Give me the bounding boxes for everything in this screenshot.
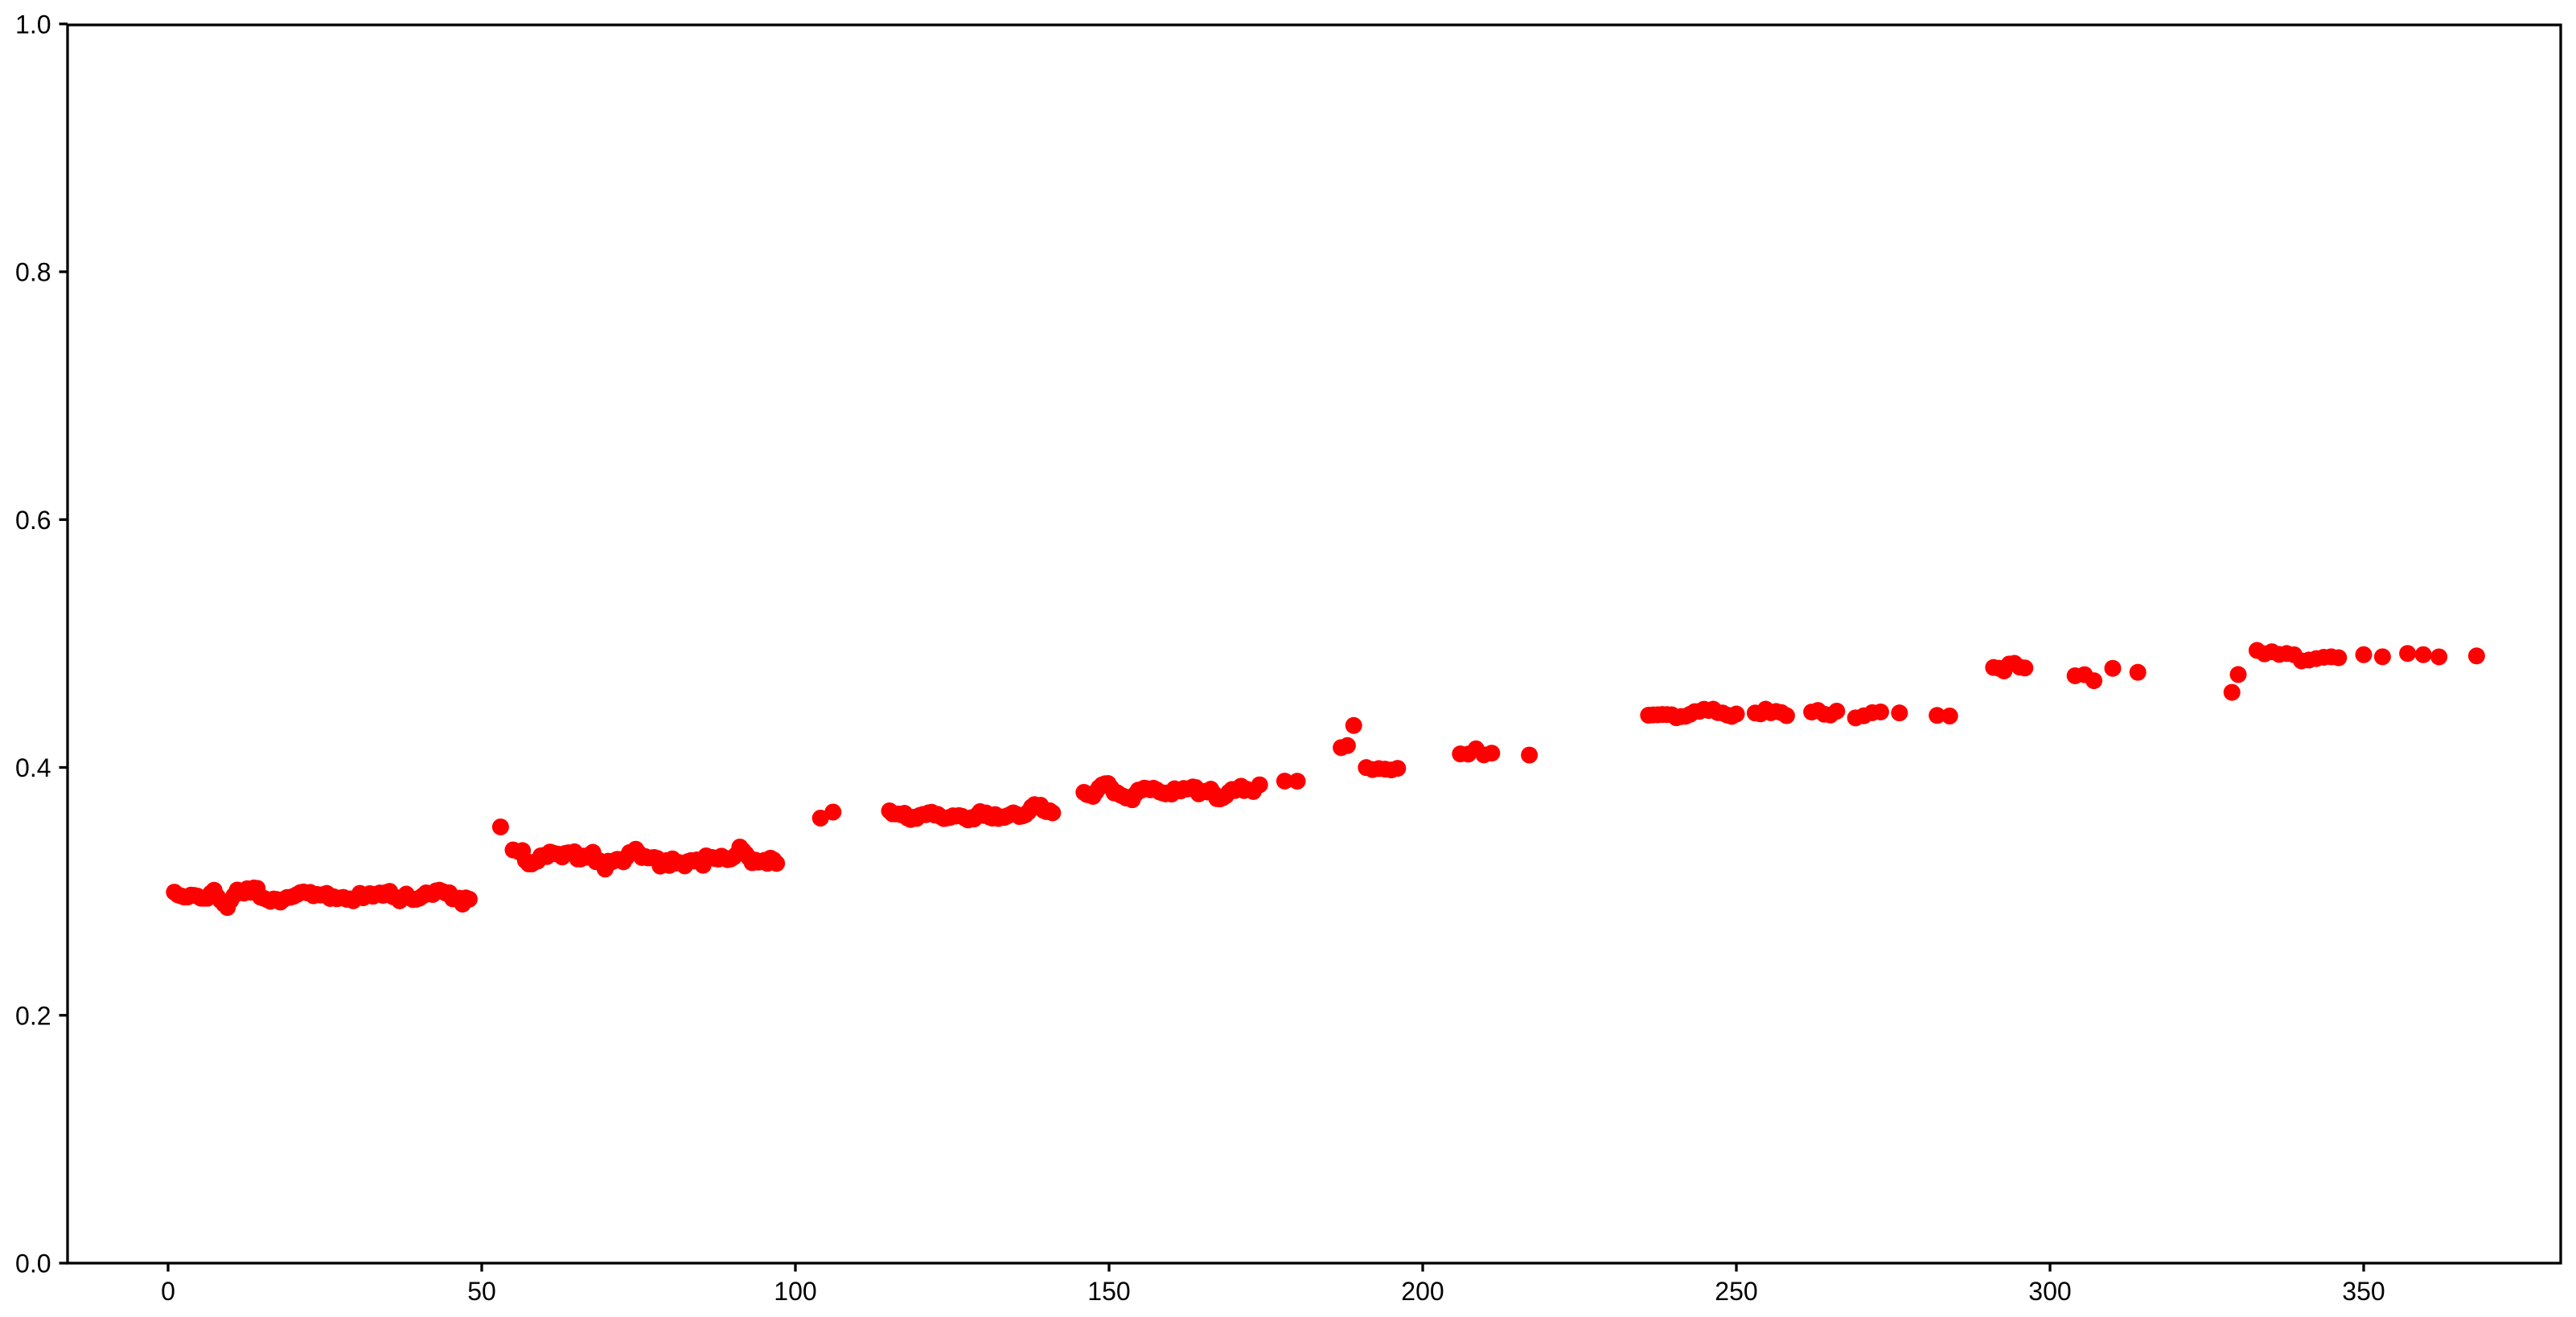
svg-text:250: 250 xyxy=(1715,1277,1757,1306)
svg-text:0.4: 0.4 xyxy=(15,753,51,782)
svg-text:150: 150 xyxy=(1087,1277,1130,1306)
svg-text:200: 200 xyxy=(1401,1277,1444,1306)
svg-text:0.0: 0.0 xyxy=(15,1249,51,1278)
svg-text:0: 0 xyxy=(161,1277,175,1306)
svg-text:50: 50 xyxy=(467,1277,496,1306)
svg-text:300: 300 xyxy=(2028,1277,2071,1306)
svg-text:1.0: 1.0 xyxy=(15,10,51,39)
svg-text:0.2: 0.2 xyxy=(15,1001,51,1030)
svg-text:0.8: 0.8 xyxy=(15,258,51,287)
svg-text:0.6: 0.6 xyxy=(15,506,51,535)
svg-text:100: 100 xyxy=(774,1277,816,1306)
svg-text:350: 350 xyxy=(2342,1277,2385,1306)
